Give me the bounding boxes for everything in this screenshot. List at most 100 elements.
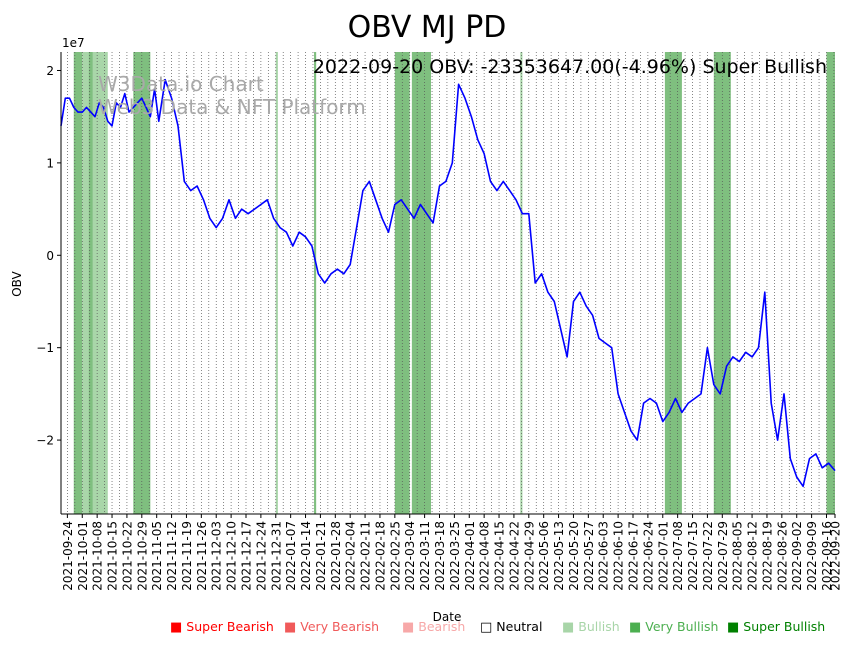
x-tick-label: 2022-08-05 xyxy=(731,521,745,591)
watermark-line1: W3Data.io Chart xyxy=(98,72,264,96)
x-tick-label: 2021-10-15 xyxy=(106,521,120,591)
x-tick-label: 2022-02-04 xyxy=(344,521,358,591)
legend-neutral: □ Neutral xyxy=(480,619,542,635)
legend-super-bullish: ■ Super Bullish xyxy=(727,619,825,635)
y-axis-label: OBV xyxy=(10,270,24,296)
x-tick-label: 2021-12-17 xyxy=(239,521,253,591)
legend-square-icon: ■ xyxy=(170,620,183,635)
x-tick-label: 2021-11-19 xyxy=(180,521,194,591)
x-tick-label: 2022-04-22 xyxy=(507,521,521,591)
legend-very-bullish: ■ Very Bullish xyxy=(629,619,718,635)
x-tick-label: 2021-10-29 xyxy=(135,521,149,591)
legend-square-icon: ■ xyxy=(284,620,297,635)
signal-band-very-bullish xyxy=(826,52,835,514)
legend-label: Super Bullish xyxy=(743,619,826,634)
signal-band-bullish xyxy=(275,52,278,514)
x-tick-label: 2022-07-29 xyxy=(716,521,730,591)
signal-band-bullish xyxy=(82,52,89,514)
legend-label: Bullish xyxy=(578,619,620,634)
x-tick-label: 2022-04-08 xyxy=(478,521,492,591)
legend-bearish: ■ Bearish xyxy=(402,619,465,635)
legend-square-icon: ■ xyxy=(402,620,415,635)
x-axis-label: Date xyxy=(433,610,462,624)
legend-square-icon: ■ xyxy=(727,620,740,635)
x-tick-label: 2022-04-29 xyxy=(522,521,536,591)
x-tick-label: 2022-03-18 xyxy=(433,521,447,591)
x-tick-label: 2022-01-28 xyxy=(329,521,343,591)
x-tick-label: 2022-05-13 xyxy=(552,521,566,591)
x-tick-label: 2021-12-03 xyxy=(210,521,224,591)
x-tick-label: 2022-07-15 xyxy=(686,521,700,591)
x-tick-label: 2022-08-26 xyxy=(775,521,789,591)
x-tick-label: 2022-09-02 xyxy=(790,521,804,591)
legend-label: Super Bearish xyxy=(186,619,274,634)
x-tick-label: 2022-06-17 xyxy=(626,521,640,591)
x-tick-label: 2021-09-24 xyxy=(61,521,75,591)
vertical-gridlines xyxy=(67,52,835,514)
x-tick-label: 2022-06-03 xyxy=(597,521,611,591)
signal-legend: ■ Super Bearish ■ Very Bearish ■ Bearish… xyxy=(0,619,854,639)
x-tick-label: 2022-07-22 xyxy=(701,521,715,591)
signal-band-very-bullish xyxy=(88,52,93,514)
x-tick-label: 2021-10-22 xyxy=(120,521,134,591)
legend-square-icon: ■ xyxy=(629,620,642,635)
y-tick-label: 1 xyxy=(46,156,54,170)
x-tick-label: 2021-11-12 xyxy=(165,521,179,591)
x-tick-label: 2021-12-31 xyxy=(269,521,283,591)
y-tick-label: 2 xyxy=(46,64,54,78)
x-tick-label: 2022-03-04 xyxy=(403,521,417,591)
x-tick-label: 2022-02-11 xyxy=(359,521,373,591)
x-tick-label: 2022-01-14 xyxy=(299,521,313,591)
legend-label: Neutral xyxy=(496,619,543,634)
x-tick-label: 2022-06-24 xyxy=(641,521,655,591)
x-tick-label: 2022-03-25 xyxy=(448,521,462,591)
legend-square-icon: □ xyxy=(480,620,493,635)
x-tick-label: 2021-12-24 xyxy=(254,521,268,591)
watermark-line2: Web3 Data & NFT Platform xyxy=(98,95,366,119)
y-tick-label: 0 xyxy=(46,249,54,263)
status-annotation: 2022-09-20 OBV: -23353647.00(-4.96%) Sup… xyxy=(313,56,827,78)
plot-axes xyxy=(60,52,835,515)
x-tick-label: 2022-06-10 xyxy=(612,521,626,591)
x-axis-ticks: 2021-09-24 2021-10-01 2021-10-08 2021-10-15… xyxy=(61,514,843,591)
signal-band-very-bullish xyxy=(411,52,431,514)
signal-band-very-bullish xyxy=(314,52,317,514)
x-tick-label: 2021-10-08 xyxy=(91,521,105,591)
legend-super-bearish: ■ Super Bearish xyxy=(170,619,274,635)
chart-title: OBV MJ PD xyxy=(348,10,507,45)
x-tick-label: 2022-07-01 xyxy=(656,521,670,591)
legend-very-bearish: ■ Very Bearish xyxy=(284,619,379,635)
legend-label: Bearish xyxy=(418,619,466,634)
signal-band-very-bullish xyxy=(664,52,682,514)
x-tick-label: 2022-04-15 xyxy=(493,521,507,591)
x-tick-label: 2022-04-01 xyxy=(463,521,477,591)
legend-label: Very Bullish xyxy=(645,619,719,634)
x-tick-label: 2021-11-26 xyxy=(195,521,209,591)
x-tick-label: 2022-05-06 xyxy=(537,521,551,591)
signal-band-bullish xyxy=(92,52,108,514)
x-tick-label: 2022-09-16 xyxy=(820,521,834,591)
legend-square-icon: ■ xyxy=(562,620,575,635)
x-tick-label: 2022-08-19 xyxy=(760,521,774,591)
x-tick-label: 2022-09-20 xyxy=(829,521,843,591)
x-tick-label: 2021-12-10 xyxy=(225,521,239,591)
y-exponent-label: 1e7 xyxy=(62,36,85,50)
x-tick-label: 2022-09-09 xyxy=(805,521,819,591)
x-tick-label: 2021-11-05 xyxy=(150,521,164,591)
x-tick-label: 2022-01-07 xyxy=(284,521,298,591)
y-tick-label: −1 xyxy=(36,341,54,355)
legend-label: Very Bearish xyxy=(300,619,380,634)
x-tick-label: 2022-01-21 xyxy=(314,521,328,591)
x-tick-label: 2022-02-25 xyxy=(388,521,402,591)
x-tick-label: 2022-02-18 xyxy=(373,521,387,591)
x-tick-label: 2022-08-12 xyxy=(746,521,760,591)
x-tick-label: 2022-05-27 xyxy=(582,521,596,591)
x-tick-label: 2022-03-11 xyxy=(418,521,432,591)
x-tick-label: 2022-07-08 xyxy=(671,521,685,591)
signal-band-very-bullish xyxy=(73,52,83,514)
x-tick-label: 2021-10-01 xyxy=(76,521,90,591)
obv-series-line xyxy=(60,78,836,488)
legend-bullish: ■ Bullish xyxy=(562,619,620,635)
x-tick-label: 2022-05-20 xyxy=(567,521,581,591)
